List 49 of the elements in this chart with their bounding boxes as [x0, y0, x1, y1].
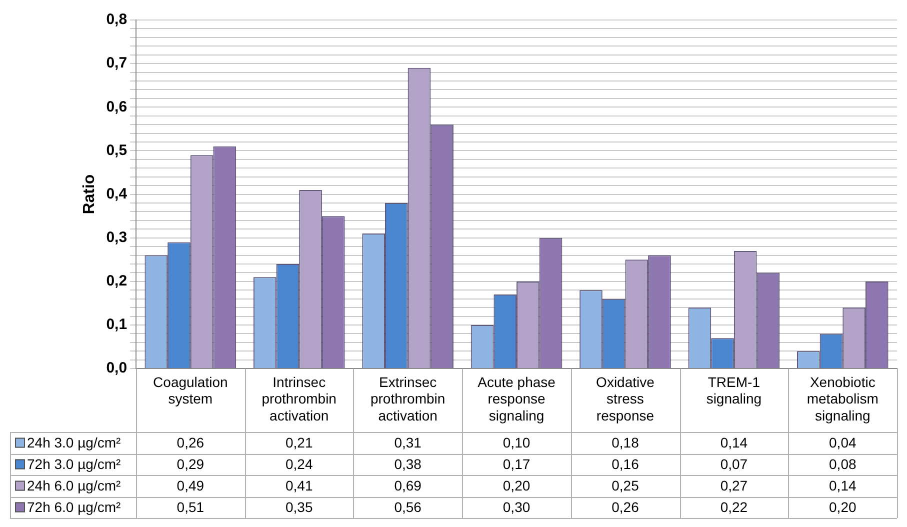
- legend-label: 72h 6.0 µg/cm²: [27, 499, 122, 516]
- x-tick-label: Coagulation system: [153, 374, 228, 407]
- y-tick-label: 0,6: [106, 98, 128, 116]
- x-tick-label: Extrinsec prothrombin activation: [370, 374, 446, 424]
- y-tick-label: 0,0: [106, 360, 128, 377]
- data-label: 0,08: [829, 456, 856, 472]
- data-label: 0,07: [720, 456, 748, 472]
- data-label: 0,18: [612, 434, 640, 451]
- data-label: 0,10: [502, 434, 530, 451]
- data-label: 0,17: [502, 456, 530, 472]
- data-label: 0,56: [394, 499, 422, 516]
- x-tick-label: Oxidative stress response: [596, 374, 655, 424]
- data-label: 0,41: [285, 478, 313, 494]
- data-label: 0,20: [502, 478, 530, 494]
- y-axis-title: Ratio: [81, 174, 98, 214]
- legend-label: 24h 6.0 µg/cm²: [27, 478, 122, 494]
- data-label: 0,31: [394, 434, 422, 451]
- x-tick-label: Intrinsec prothrombin activation: [262, 374, 336, 424]
- y-tick-label: 0,3: [106, 229, 128, 246]
- data-label: 0,35: [285, 499, 313, 516]
- y-tick-label: 0,8: [106, 11, 128, 28]
- y-tick-label: 0,7: [106, 54, 128, 72]
- data-label: 0,25: [612, 478, 640, 494]
- x-tick-label: Xenobiotic metabolism signaling: [806, 374, 878, 424]
- data-label: 0,04: [829, 434, 856, 451]
- data-label: 0,26: [176, 434, 204, 451]
- x-tick-label: Acute phase response signaling: [478, 374, 556, 424]
- y-tick-label: 0,4: [106, 185, 128, 202]
- x-tick-label: TREM-1 signaling: [706, 374, 762, 407]
- data-label: 0,14: [720, 434, 748, 451]
- data-label: 0,24: [285, 456, 313, 472]
- y-tick-label: 0,5: [106, 142, 128, 159]
- data-label: 0,21: [285, 434, 313, 451]
- legend-label: 72h 3.0 µg/cm²: [27, 456, 122, 472]
- data-label: 0,27: [720, 478, 748, 494]
- data-label: 0,51: [176, 499, 204, 516]
- data-label: 0,30: [502, 499, 530, 516]
- data-label: 0,38: [394, 456, 422, 472]
- data-label: 0,29: [176, 456, 204, 472]
- legend-label: 24h 3.0 µg/cm²: [27, 434, 122, 451]
- data-label: 0,16: [612, 456, 640, 472]
- data-label: 0,49: [176, 478, 204, 494]
- data-label: 0,22: [720, 499, 748, 516]
- y-tick-label: 0,2: [106, 272, 128, 290]
- y-tick-label: 0,1: [106, 316, 128, 334]
- data-label: 0,20: [829, 499, 856, 516]
- data-label: 0,14: [829, 478, 856, 494]
- data-label: 0,26: [612, 499, 640, 516]
- data-label: 0,69: [394, 478, 422, 494]
